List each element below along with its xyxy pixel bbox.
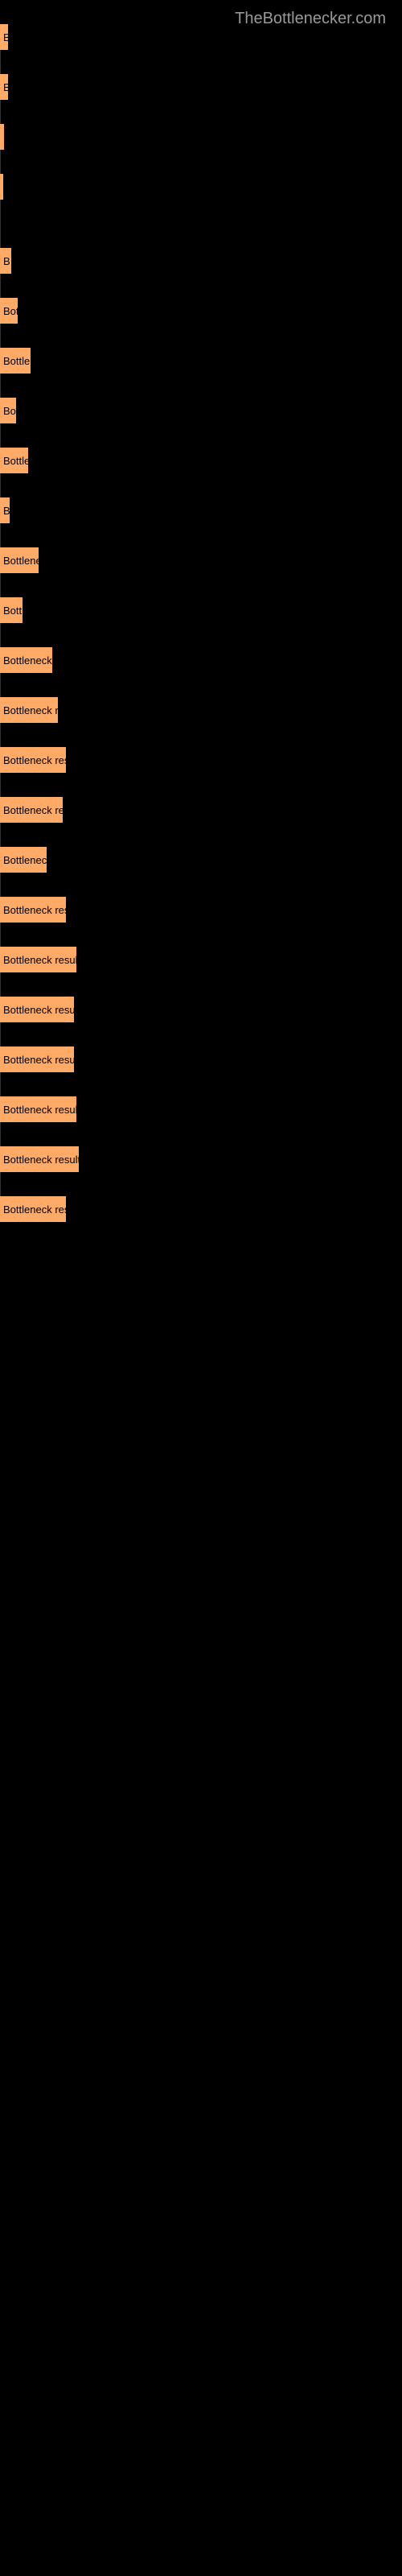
bar-label: Bottlene <box>3 555 39 567</box>
bar-label: Bottleneck result <box>3 1104 76 1116</box>
chart-bar: Bottle <box>0 448 28 473</box>
chart-bar: Bottlene <box>0 547 39 573</box>
bar-label: Bottleneck result <box>3 1004 74 1016</box>
chart-bar: Bottleneck r <box>0 647 52 673</box>
bar-label: B <box>3 31 8 43</box>
bar-row: B <box>0 24 402 50</box>
chart-bar: B <box>0 74 8 100</box>
chart-bar: Bo <box>0 398 16 423</box>
bottom-chart-section: B Bot Bottler Bo Bottle B Bottlene Bott Bottlene… <box>0 248 402 1222</box>
bar-row <box>0 124 402 150</box>
bar-label: Bottleneck result <box>3 1154 79 1166</box>
bar-row: Bottleneck re <box>0 697 402 723</box>
bar-row: Bott <box>0 597 402 623</box>
bar-label: B <box>3 505 10 517</box>
bar-row: Bottle <box>0 448 402 473</box>
bar-label: B <box>3 255 10 267</box>
chart-bar: Bottleneck result <box>0 947 76 972</box>
bar-row: Bottleneck resu <box>0 1196 402 1222</box>
top-chart-section: BB <box>0 24 402 200</box>
bar-label: Bottleneck result <box>3 1054 74 1066</box>
bar-row: Bottleneck result <box>0 1146 402 1172</box>
chart-container: BB BBotBottlerBoBottleBBottleneBottBottl… <box>0 24 402 1222</box>
bar-row: B <box>0 248 402 274</box>
bar-row: Bottleneck result <box>0 947 402 972</box>
chart-bar: Bottleneck resu <box>0 1196 66 1222</box>
bar-label: Bottleneck r <box>3 654 52 667</box>
bar-row: Bottleneck result <box>0 997 402 1022</box>
bar-label: Bottle <box>3 455 28 467</box>
bar-row: Bot <box>0 298 402 324</box>
bar-label: B <box>3 81 8 93</box>
bar-label: Bottleneck result <box>3 954 76 966</box>
chart-bar: Bottleneck result <box>0 1146 79 1172</box>
chart-bar: Bottleneck result <box>0 1096 76 1122</box>
bar-row: Bottler <box>0 348 402 374</box>
chart-bar: Bottleneck re <box>0 697 58 723</box>
chart-bar: Bottleneck <box>0 847 47 873</box>
chart-bar: Bottleneck result <box>0 997 74 1022</box>
bar-row: Bo <box>0 398 402 423</box>
bar-row: B <box>0 497 402 523</box>
bar-label: Bottler <box>3 355 31 367</box>
bar-label: Bottleneck res <box>3 804 63 816</box>
bar-row: Bottleneck result <box>0 1096 402 1122</box>
bar-row: Bottleneck result <box>0 1046 402 1072</box>
bar-row: Bottlene <box>0 547 402 573</box>
chart-bar: B <box>0 248 11 274</box>
chart-bar <box>0 124 4 150</box>
bar-row: Bottleneck <box>0 847 402 873</box>
bar-row <box>0 174 402 200</box>
bar-row: B <box>0 74 402 100</box>
bar-label: Bottleneck resu <box>3 904 66 916</box>
bar-row: Bottleneck r <box>0 647 402 673</box>
chart-bar: Bott <box>0 597 23 623</box>
chart-bar: Bottleneck result <box>0 1046 74 1072</box>
bar-row: Bottleneck resu <box>0 897 402 923</box>
bar-label: Bot <box>3 305 18 317</box>
bar-row: Bottleneck res <box>0 797 402 823</box>
chart-bar: Bottler <box>0 348 31 374</box>
bar-label: Bottleneck re <box>3 704 58 716</box>
chart-bar <box>0 174 3 200</box>
y-axis-line <box>0 24 1 1222</box>
bar-label: Bottleneck <box>3 854 47 866</box>
bar-label: Bott <box>3 605 22 617</box>
bar-label: Bottleneck resu <box>3 754 66 766</box>
chart-bar: Bot <box>0 298 18 324</box>
chart-bar: Bottleneck resu <box>0 747 66 773</box>
chart-bar: B <box>0 24 8 50</box>
chart-bar: B <box>0 497 10 523</box>
chart-bar: Bottleneck resu <box>0 897 66 923</box>
bar-row: Bottleneck resu <box>0 747 402 773</box>
chart-bar: Bottleneck res <box>0 797 63 823</box>
bar-label: Bo <box>3 405 16 417</box>
bar-label: Bottleneck resu <box>3 1203 66 1216</box>
